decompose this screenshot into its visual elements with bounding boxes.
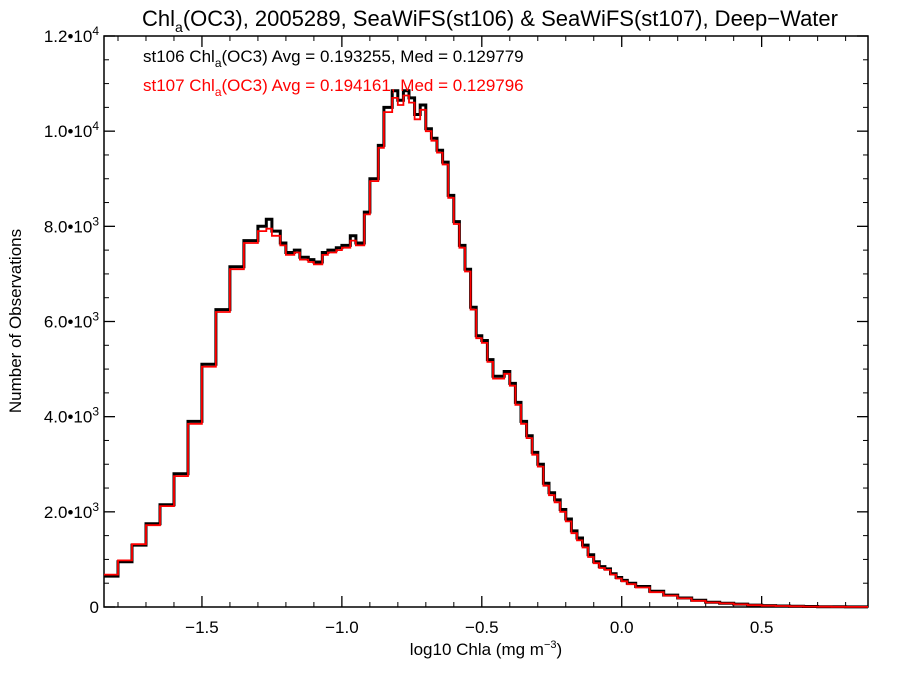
legend-entry-st106: st106 Chla(OC3) Avg = 0.193255, Med = 0.… xyxy=(143,47,524,70)
series-line-st106 xyxy=(104,89,868,609)
y-axis-label: Number of Observations xyxy=(6,229,25,413)
y-tick-label: 6.0•103 xyxy=(44,310,100,332)
plot-frame xyxy=(103,35,869,608)
x-tick-label: −1.5 xyxy=(185,618,219,637)
x-tick-label: 0.0 xyxy=(610,618,634,637)
x-axis-ticks: −1.5 −1.0 −0.5 0.0 0.5 xyxy=(117,36,847,637)
y-tick-label: 4.0•103 xyxy=(44,405,100,427)
series-layer xyxy=(104,89,868,609)
x-tick-label: −1.0 xyxy=(325,618,359,637)
y-axis-ticks: 0 2.0•103 4.0•103 6.0•103 8.0•103 1.0•104 1.2•… xyxy=(44,24,868,617)
y-tick-label: 8.0•103 xyxy=(44,214,100,236)
chart-title: Chla(OC3), 2005289, SeaWiFS(st106) & Sea… xyxy=(142,6,838,35)
x-axis-label: log10 Chla (mg m−3) xyxy=(410,639,562,659)
y-tick-label: 1.2•104 xyxy=(44,24,100,46)
y-tick-label: 2.0•103 xyxy=(44,500,100,522)
x-tick-label: −0.5 xyxy=(465,618,499,637)
series-line-st107 xyxy=(104,94,868,608)
legend-entry-st107: st107 Chla(OC3) Avg = 0.194161, Med = 0.… xyxy=(143,76,524,99)
x-tick-label: 0.5 xyxy=(750,618,774,637)
y-tick-label: 1.0•104 xyxy=(44,119,100,141)
y-tick-label: 0 xyxy=(90,598,99,617)
